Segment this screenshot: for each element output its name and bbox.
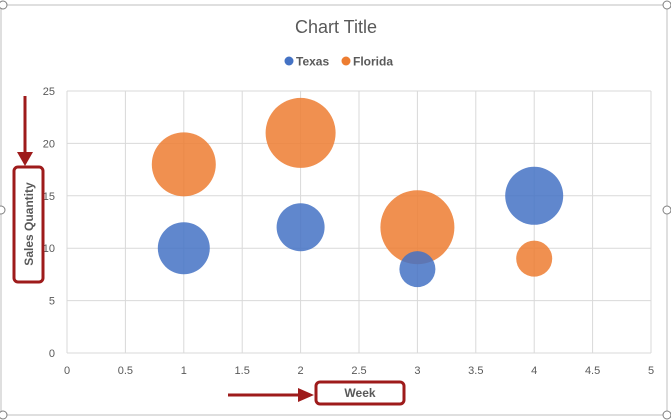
bubble-florida[interactable] [265,97,336,168]
bubble-texas[interactable] [505,166,564,225]
bubble-marks [151,97,564,288]
y-tick-label: 5 [49,296,55,308]
y-tick-label: 10 [43,243,55,255]
y-axis-annotation [12,96,45,284]
bubble-texas[interactable] [276,203,325,252]
bubble-florida[interactable] [380,190,455,265]
resize-handle-left[interactable] [0,205,6,215]
bubble-texas[interactable] [399,251,436,288]
x-tick-label: 4.5 [585,365,600,377]
legend-marker-florida [341,56,351,66]
resize-handle-top-left[interactable] [0,0,8,10]
x-axis-title-highlight-box [314,380,406,406]
x-tick-label: 0 [64,365,70,377]
bubble-florida[interactable] [151,132,216,197]
x-tick-label: 2.5 [351,365,366,377]
y-tick-label: 25 [43,86,55,98]
x-tick-label: 3.5 [468,365,483,377]
x-tick-label: 1 [181,365,187,377]
resize-handle-bottom-left[interactable] [0,410,8,420]
x-axis-tick-labels: 0 0.5 1 1.5 2 2.5 3 3.5 4 4.5 5 [64,365,654,377]
y-axis-tick-labels: 0 5 10 15 20 25 [43,86,55,360]
y-axis-title-highlight-box [12,165,45,284]
legend-label-texas: Texas [296,55,329,69]
x-tick-label: 2 [298,365,304,377]
resize-handle-bottom-right[interactable] [662,410,671,420]
x-axis-title[interactable]: Week [344,386,375,400]
annotation-arrow-down-head [17,152,33,166]
annotation-arrow-right-head [298,388,314,402]
legend: Texas Florida [284,55,393,69]
y-axis-title[interactable]: Sales Quantity [22,182,36,266]
x-tick-label: 4 [531,365,537,377]
y-tick-label: 0 [49,348,55,360]
y-tick-label: 20 [43,138,55,150]
x-tick-label: 3 [414,365,420,377]
chart-title: Chart Title [295,17,377,37]
x-tick-label: 0.5 [118,365,133,377]
bubble-texas[interactable] [157,222,210,275]
legend-label-florida: Florida [353,55,393,69]
resize-handle-right[interactable] [662,205,671,215]
x-tick-label: 1.5 [235,365,250,377]
legend-marker-texas [284,56,294,66]
resize-handle-top-right[interactable] [662,0,671,10]
x-tick-label: 5 [648,365,654,377]
bubble-florida[interactable] [516,240,553,277]
x-axis-annotation [228,380,406,406]
y-tick-label: 15 [43,191,55,203]
